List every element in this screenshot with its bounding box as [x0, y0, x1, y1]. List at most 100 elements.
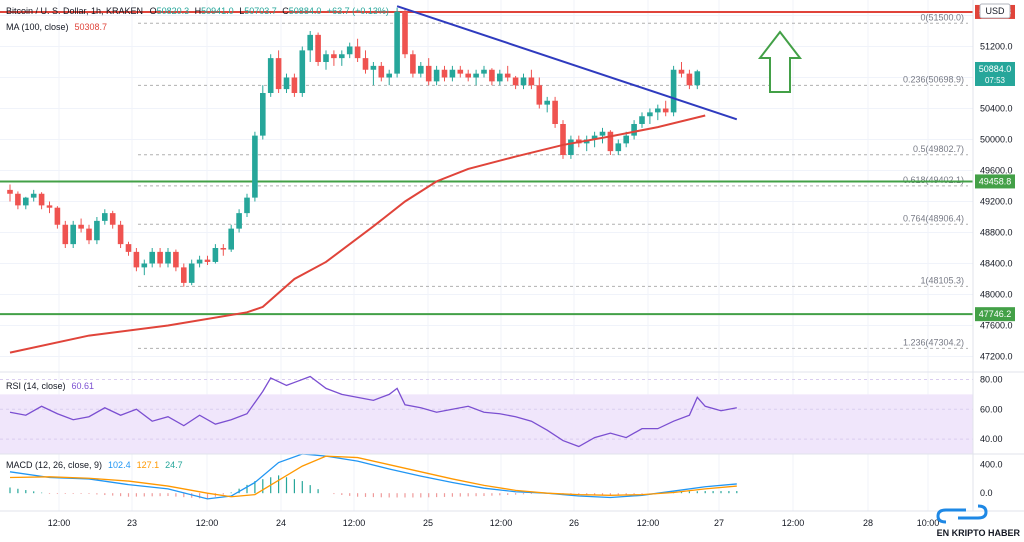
candle-up	[694, 71, 701, 86]
time-tick-label: 23	[127, 518, 137, 528]
price-tick-label: 48400.0	[980, 259, 1013, 269]
candle-up	[647, 112, 653, 117]
rsi-line	[9, 375, 737, 448]
price-tick-label: 48000.0	[980, 290, 1013, 300]
fib-label: 0.5(49802.7)	[913, 144, 964, 154]
candle-down	[512, 77, 519, 86]
candle-down	[489, 69, 495, 82]
price-tick-label: 48800.0	[980, 228, 1013, 238]
candle-down	[109, 213, 116, 225]
candle-up	[386, 73, 392, 78]
time-tick-label: 24	[276, 518, 286, 528]
candlestick-series	[7, 7, 701, 287]
candle-down	[536, 85, 543, 105]
time-tick-label: 26	[569, 518, 579, 528]
signal-line	[9, 455, 737, 498]
time-tick-label: 12:00	[782, 518, 805, 528]
candle-down	[157, 251, 163, 264]
candle-up	[544, 100, 550, 105]
price-tag-support-1-text: 49458.8	[979, 176, 1012, 186]
candle-up	[23, 197, 29, 206]
candle-up	[473, 73, 479, 78]
candle-up	[639, 116, 645, 124]
candle-down	[678, 69, 685, 74]
time-tick-label: 28	[863, 518, 873, 528]
candle-down	[7, 189, 13, 194]
countdown-text: 07:53	[985, 76, 1006, 85]
candle-up	[370, 65, 377, 70]
candle-up	[70, 224, 76, 245]
chain-link-logo	[936, 504, 988, 524]
candle-down	[78, 224, 84, 229]
candle-up	[141, 263, 148, 268]
candle-down	[117, 224, 124, 245]
candle-down	[607, 131, 614, 152]
candle-up	[449, 69, 456, 78]
candle-down	[560, 124, 566, 155]
currency-box[interactable]	[979, 3, 1011, 19]
candle-down	[441, 69, 448, 78]
fib-label: 1(48105.3)	[920, 275, 964, 285]
candle-down	[220, 248, 227, 250]
candle-down	[552, 100, 558, 124]
rsi-band	[0, 394, 973, 454]
candle-down	[331, 54, 337, 59]
rsi-panel	[0, 375, 973, 448]
trendline[interactable]	[396, 5, 738, 121]
ma100-line	[9, 114, 706, 354]
candle-down	[204, 259, 211, 262]
time-tick-label: 25	[423, 518, 433, 528]
fib-label: 0.618(49402.1)	[903, 175, 964, 185]
candle-up	[346, 46, 353, 55]
candle-up	[339, 54, 345, 59]
candle-down	[133, 251, 140, 268]
candle-up	[520, 77, 527, 86]
watermark-text: EN KRIPTO HABER	[937, 528, 1021, 538]
legend-rsi: RSI (14, close) 60.61	[6, 381, 94, 391]
candle-up	[94, 220, 100, 241]
candle-up	[323, 54, 329, 62]
time-tick-label: 12:00	[343, 518, 366, 528]
candle-down	[315, 34, 321, 62]
legend-symbol: Bitcoin / U. S. Dollar, 1h, KRAKEN O5082…	[6, 6, 389, 16]
candle-up	[599, 131, 606, 136]
rsi-tick-label: 80.00	[980, 374, 1003, 384]
candle-up	[655, 108, 661, 113]
candle-up	[623, 135, 629, 144]
candle-up	[394, 11, 400, 74]
candle-down	[528, 77, 535, 86]
candle-down	[15, 193, 21, 206]
candle-up	[236, 213, 242, 229]
candle-up	[30, 193, 37, 198]
candle-up	[631, 124, 637, 136]
price-tick-label: 50000.0	[980, 135, 1013, 145]
price-tick-label: 47600.0	[980, 321, 1013, 331]
price-tick-label: 49600.0	[980, 166, 1013, 176]
price-tag-support-2-text: 47746.2	[979, 309, 1012, 319]
last-price-tag	[975, 61, 1015, 86]
candle-up	[102, 213, 108, 221]
candle-down	[354, 46, 361, 59]
time-tick-label: 12:00	[490, 518, 513, 528]
candle-down	[86, 228, 92, 241]
candle-down	[686, 73, 693, 86]
candle-up	[149, 251, 155, 264]
time-tick-label: 12:00	[637, 518, 660, 528]
rsi-tick-label: 40.00	[980, 434, 1003, 444]
candle-up	[283, 77, 290, 90]
price-tag-support-2	[975, 307, 1015, 322]
time-tick-label: 12:00	[48, 518, 71, 528]
candle-up	[228, 228, 234, 250]
candle-down	[46, 205, 53, 208]
time-axis[interactable]: 12:00 23 12:00 24 12:00 25 12:00 26 12:00 27 12:00…	[48, 518, 940, 528]
up-arrow-icon	[757, 30, 803, 93]
candle-down	[378, 65, 385, 78]
rsi-tick-label: 60.00	[980, 404, 1003, 414]
price-tick-label: 51200.0	[980, 42, 1013, 52]
candle-up	[267, 58, 274, 93]
candle-down	[662, 108, 669, 113]
candle-down	[362, 58, 369, 70]
last-price-text: 50884.0	[979, 64, 1012, 74]
candle-down	[38, 193, 45, 206]
